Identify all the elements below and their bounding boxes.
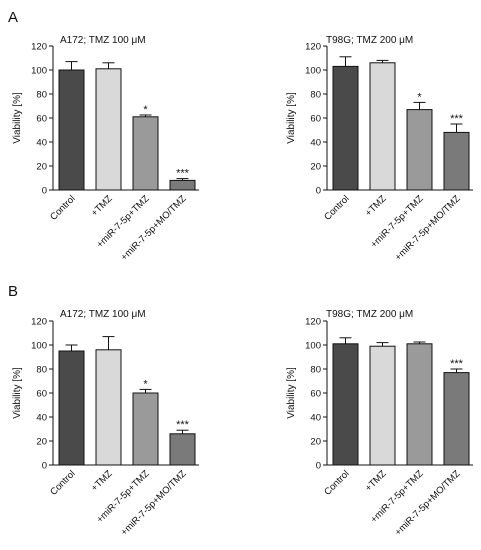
chart-title: T98G; TMZ 200 μM	[326, 35, 413, 46]
category-label: +miR-7-5p+MO/TMZ	[393, 468, 463, 538]
bar-chart-4: T98G; TMZ 200 μM 0 20 40 60 80 100 120 Viability…	[286, 309, 473, 538]
y-tick-label: 0	[316, 461, 321, 472]
category-label: Control	[48, 468, 77, 497]
y-tick-label: 80	[310, 365, 321, 376]
bar	[132, 116, 159, 191]
y-tick-label: 80	[36, 365, 47, 376]
y-axis-label: Viability [%]	[12, 367, 23, 419]
y-tick-label: 100	[31, 341, 47, 352]
bar	[169, 433, 196, 466]
bar	[332, 65, 359, 191]
y-tick-label: 40	[36, 413, 47, 424]
y-tick-label: 80	[36, 90, 47, 101]
significance-label: ***	[450, 113, 464, 125]
y-axis-label: Viability [%]	[12, 92, 23, 144]
y-tick-label: 60	[36, 389, 47, 400]
bar	[95, 349, 122, 466]
y-tick-label: 20	[310, 162, 321, 173]
category-label: Control	[322, 468, 351, 497]
category-label: +TMZ	[363, 468, 389, 494]
y-tick-label: 60	[36, 114, 47, 125]
significance-label: *	[143, 378, 148, 390]
bar	[58, 69, 85, 191]
bar	[369, 345, 396, 466]
category-label: +TMZ	[89, 193, 115, 219]
y-tick-label: 60	[310, 389, 321, 400]
y-axis-label: Viability [%]	[286, 92, 297, 144]
category-label: Control	[48, 193, 77, 222]
bar	[132, 392, 159, 466]
bar	[58, 350, 85, 466]
y-tick-label: 40	[310, 413, 321, 424]
chart-title: A172; TMZ 100 μM	[60, 309, 146, 320]
y-tick-label: 20	[36, 162, 47, 173]
significance-label: *	[143, 104, 148, 116]
y-tick-label: 0	[42, 186, 47, 197]
y-tick-label: 20	[310, 437, 321, 448]
y-tick-label: 120	[31, 42, 47, 53]
panel-letter-a: A	[8, 9, 18, 26]
category-label: +miR-7-5p+MO/TMZ	[119, 468, 189, 538]
bar	[406, 343, 433, 466]
y-tick-label: 80	[310, 90, 321, 101]
bar	[169, 179, 196, 191]
y-tick-label: 60	[310, 114, 321, 125]
charts-container: A172; TMZ 100 μM 0 20 40 60 80 100 120 Viability…	[12, 35, 473, 538]
y-tick-label: 120	[305, 42, 321, 53]
bar	[95, 68, 122, 191]
y-axis-label: Viability [%]	[286, 367, 297, 419]
significance-label: ***	[176, 419, 190, 431]
significance-label: *	[417, 91, 422, 103]
y-tick-label: 100	[305, 341, 321, 352]
y-tick-label: 120	[31, 317, 47, 328]
bar-chart-3: A172; TMZ 100 μM 0 20 40 60 80 100 120 Viability…	[12, 309, 199, 538]
significance-label: ***	[450, 358, 464, 370]
bar	[369, 62, 396, 191]
category-label: +miR-7-5p+MO/TMZ	[119, 193, 189, 263]
chart-title: A172; TMZ 100 μM	[60, 35, 146, 46]
y-tick-label: 0	[42, 461, 47, 472]
y-tick-label: 20	[36, 437, 47, 448]
bar	[443, 372, 470, 466]
y-tick-label: 40	[310, 138, 321, 149]
y-tick-label: 40	[36, 138, 47, 149]
y-tick-label: 100	[31, 66, 47, 77]
y-tick-label: 100	[305, 66, 321, 77]
bar	[443, 131, 470, 191]
bar-chart-2: T98G; TMZ 200 μM 0 20 40 60 80 100 120 Viability…	[286, 35, 473, 263]
y-tick-label: 120	[305, 317, 321, 328]
category-label: +miR-7-5p+MO/TMZ	[393, 193, 463, 263]
chart-title: T98G; TMZ 200 μM	[326, 309, 413, 320]
panel-letter-b: B	[8, 283, 18, 300]
category-label: Control	[322, 193, 351, 222]
bar	[332, 343, 359, 466]
category-label: +TMZ	[363, 193, 389, 219]
y-tick-label: 0	[316, 186, 321, 197]
category-label: +TMZ	[89, 468, 115, 494]
bar-chart-1: A172; TMZ 100 μM 0 20 40 60 80 100 120 Viability…	[12, 35, 199, 263]
significance-label: ***	[176, 168, 190, 180]
bar	[406, 109, 433, 191]
